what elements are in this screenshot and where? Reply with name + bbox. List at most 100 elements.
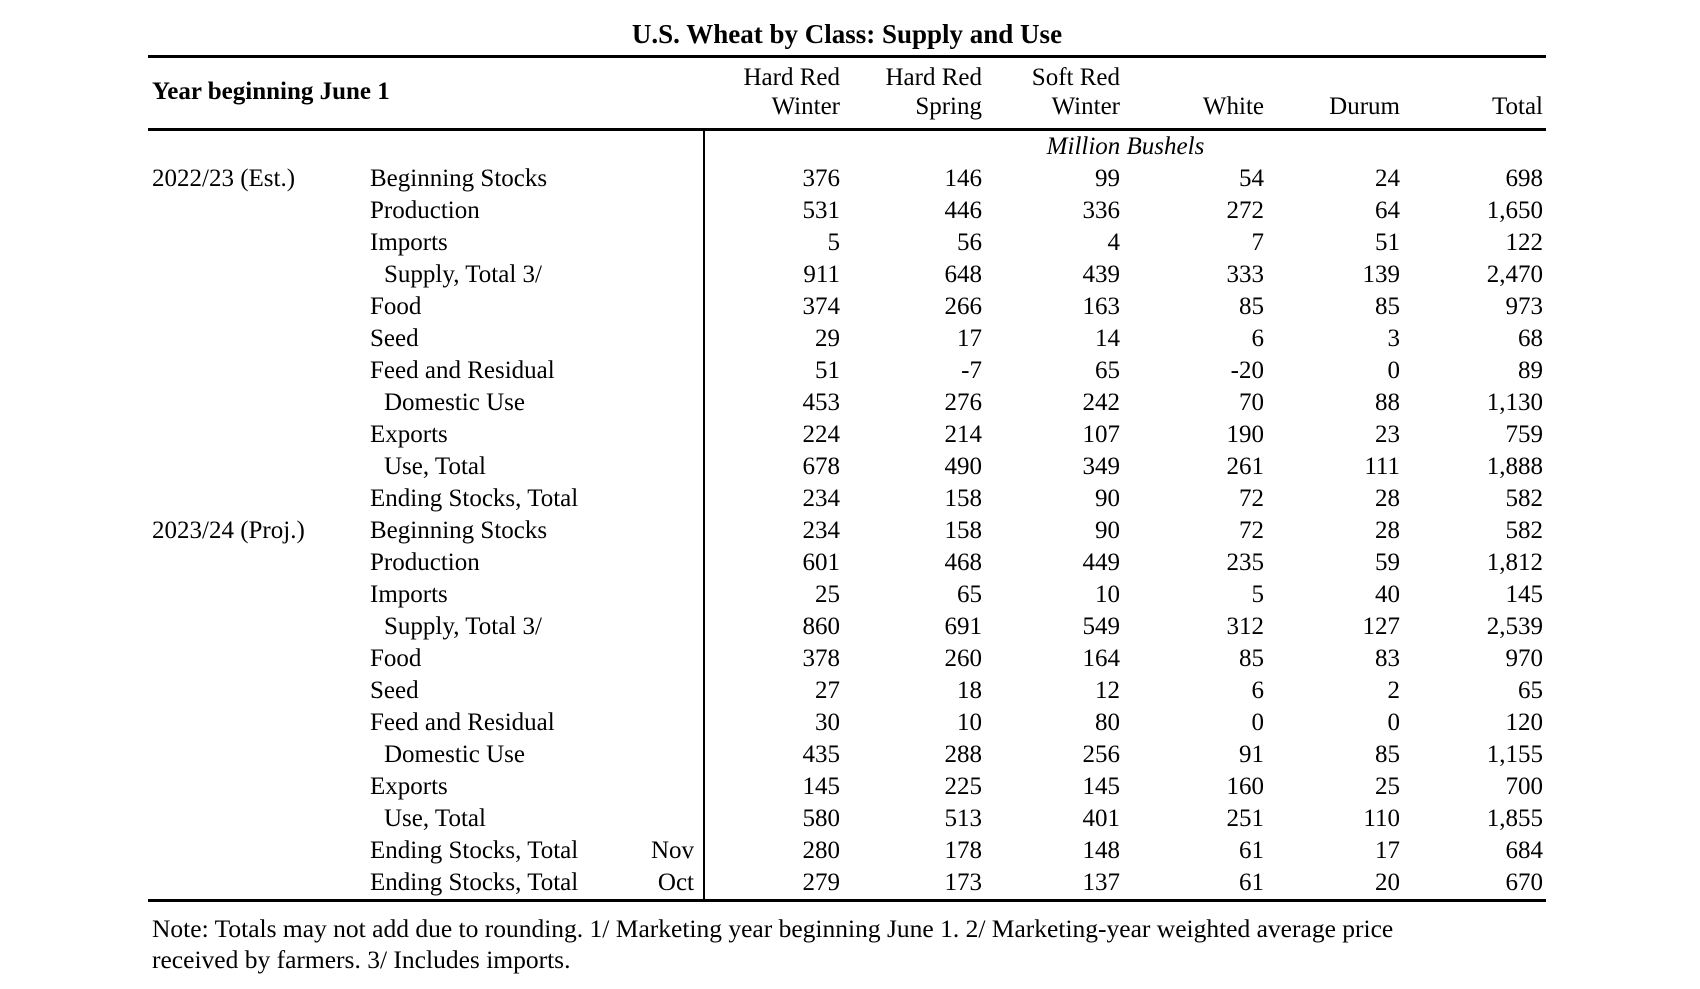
value-durum: 17	[1375, 837, 1400, 864]
col-header-line1: Hard Red	[885, 64, 983, 91]
col-header-hard-red-spring: Hard Red Spring	[843, 56, 985, 131]
value-white: 7	[1251, 229, 1265, 256]
value-soft-red-winter: 65	[1095, 357, 1120, 384]
value-total: 700	[1505, 773, 1544, 800]
value-soft-red-winter: 449	[1082, 549, 1121, 576]
item-label: Feed and Residual	[370, 357, 555, 384]
table-row: Production 531 446 336 272 64 1,650	[148, 195, 1546, 227]
value-hard-red-winter: 531	[703, 195, 843, 227]
col-header-durum: Durum	[1267, 56, 1403, 131]
value-soft-red-winter: 80	[1095, 709, 1120, 736]
value-white: 235	[1226, 549, 1265, 576]
value-total: 2,539	[1486, 613, 1543, 640]
value-white: 0	[1251, 709, 1265, 736]
year-label	[148, 771, 370, 803]
value-white: 272	[1226, 197, 1265, 224]
value-durum: 40	[1375, 581, 1400, 608]
value-hard-red-winter: 580	[703, 803, 843, 835]
col-header-soft-red-winter: Soft Red Winter	[985, 56, 1123, 131]
item-label: Ending Stocks, Total	[370, 837, 579, 864]
value-total: 1,130	[1486, 389, 1543, 416]
table-row: Seed 27 18 12 6 2 65	[148, 675, 1546, 707]
item-label: Supply, Total 3/	[384, 613, 542, 640]
month-label	[640, 547, 704, 579]
value-hard-red-winter: 145	[703, 771, 843, 803]
value-total: 698	[1505, 165, 1544, 192]
value-hard-red-spring: 17	[957, 325, 982, 352]
month-label	[640, 579, 704, 611]
year-label	[148, 547, 370, 579]
year-label	[148, 803, 370, 835]
value-total: 684	[1505, 837, 1544, 864]
table-row: Imports 25 65 10 5 40 145	[148, 579, 1546, 611]
table-row: 2023/24 (Proj.) Beginning Stocks 234 158…	[148, 515, 1546, 547]
item-label: Imports	[370, 581, 448, 608]
value-total: 1,650	[1486, 197, 1543, 224]
table-row: Exports 224 214 107 190 23 759	[148, 419, 1546, 451]
month-label	[640, 803, 704, 835]
year-label	[148, 291, 370, 323]
col-header-white: White	[1123, 56, 1267, 131]
year-label	[148, 259, 370, 291]
table-row: Imports 5 56 4 7 51 122	[148, 227, 1546, 259]
item-label: Exports	[370, 773, 448, 800]
value-total: 2,470	[1486, 261, 1543, 288]
value-durum: 24	[1375, 165, 1400, 192]
month-label	[640, 419, 704, 451]
table-row: Use, Total 678 490 349 261 111 1,888	[148, 451, 1546, 483]
table-row: Use, Total 580 513 401 251 110 1,855	[148, 803, 1546, 835]
table-row: 2022/23 (Est.) Beginning Stocks 376 146 …	[148, 163, 1546, 195]
value-white: 72	[1239, 517, 1264, 544]
value-soft-red-winter: 549	[1082, 613, 1121, 640]
value-soft-red-winter: 163	[1082, 293, 1121, 320]
value-durum: 85	[1375, 293, 1400, 320]
value-total: 759	[1505, 421, 1544, 448]
year-label	[148, 419, 370, 451]
month-label	[640, 771, 704, 803]
value-hard-red-winter: 453	[703, 387, 843, 419]
value-hard-red-winter: 911	[703, 259, 843, 291]
value-soft-red-winter: 137	[985, 867, 1123, 902]
value-hard-red-winter: 279	[703, 867, 843, 902]
year-label	[148, 195, 370, 227]
value-white: 261	[1226, 453, 1265, 480]
value-white: 6	[1251, 325, 1265, 352]
item-label: Feed and Residual	[370, 709, 555, 736]
month-label	[640, 355, 704, 387]
value-soft-red-winter: 99	[1095, 165, 1120, 192]
header-row: Year beginning June 1 Hard Red Winter Ha…	[148, 56, 1546, 131]
value-hard-red-spring: 18	[957, 677, 982, 704]
value-hard-red-spring: 158	[944, 517, 983, 544]
month-label	[640, 483, 704, 515]
value-total: 1,155	[1486, 741, 1543, 768]
col-header-line2: Total	[1491, 93, 1543, 120]
value-total: 1,888	[1486, 453, 1543, 480]
year-label	[148, 323, 370, 355]
value-white: 5	[1251, 581, 1265, 608]
value-soft-red-winter: 256	[1082, 741, 1121, 768]
item-label: Seed	[370, 325, 419, 352]
value-soft-red-winter: 90	[1095, 517, 1120, 544]
value-hard-red-winter: 25	[703, 579, 843, 611]
value-durum: 25	[1375, 773, 1400, 800]
item-label: Domestic Use	[384, 741, 525, 768]
year-label	[148, 707, 370, 739]
col-header-line1: Soft Red	[1031, 64, 1120, 91]
col-header-line1: Hard Red	[743, 64, 841, 91]
value-hard-red-spring: 468	[944, 549, 983, 576]
col-header-line2: Spring	[915, 93, 982, 120]
value-soft-red-winter: 107	[1082, 421, 1121, 448]
item-label: Supply, Total 3/	[384, 261, 542, 288]
col-header-line2: Winter	[1051, 93, 1120, 120]
value-hard-red-winter: 678	[703, 451, 843, 483]
year-label	[148, 611, 370, 643]
item-label: Use, Total	[384, 453, 486, 480]
value-durum: 110	[1363, 805, 1400, 832]
value-soft-red-winter: 336	[1082, 197, 1121, 224]
footnote-line2: received by farmers. 3/ Includes imports…	[152, 945, 571, 974]
item-label: Food	[370, 293, 422, 320]
value-total: 970	[1505, 645, 1544, 672]
month-label	[640, 739, 704, 771]
value-total: 1,812	[1486, 549, 1543, 576]
value-hard-red-spring: -7	[961, 357, 982, 384]
